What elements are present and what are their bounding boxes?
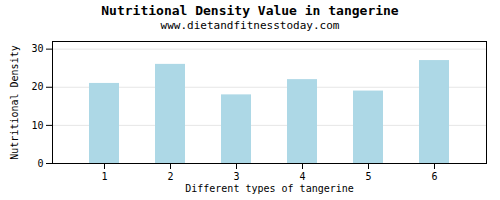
svg-text:30: 30 [31,43,43,54]
svg-text:1: 1 [101,171,107,182]
svg-text:Different types of tangerine: Different types of tangerine [185,183,354,194]
svg-text:2: 2 [167,171,173,182]
svg-text:5: 5 [365,171,371,182]
svg-text:0: 0 [37,158,43,169]
html-text:Nutritional Density Value in t: Nutritional Density Value in tangerine [101,3,399,18]
html-text:www.dietandfitnesstoday.com: www.dietandfitnesstoday.com [160,19,340,32]
svg-text:4: 4 [299,171,305,182]
svg-text:3: 3 [233,171,239,182]
svg-text:20: 20 [31,81,43,92]
svg-text:Nutritional Density: Nutritional Density [9,45,20,159]
svg-text:6: 6 [431,171,437,182]
svg-text:10: 10 [31,120,43,131]
